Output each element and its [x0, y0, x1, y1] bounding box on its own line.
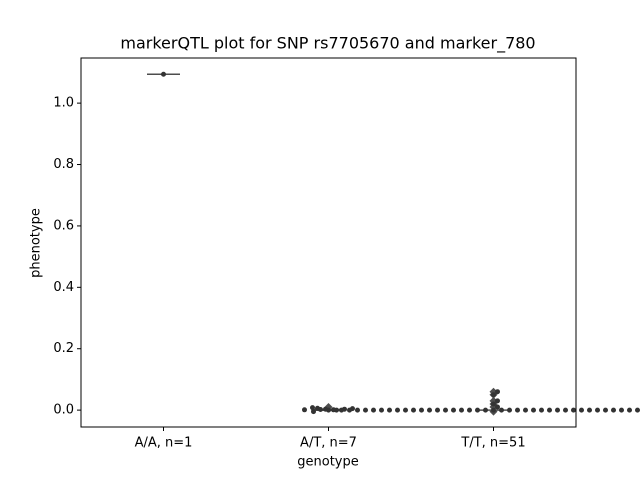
point [379, 407, 384, 413]
point [483, 407, 488, 413]
point [311, 409, 316, 415]
point [161, 71, 166, 77]
y-tick-label: 1.0 [53, 96, 74, 111]
point [339, 407, 344, 413]
point [523, 407, 528, 413]
point [331, 407, 336, 413]
y-tick-label: 0.6 [53, 218, 74, 233]
point [611, 407, 616, 413]
x-tick-label: A/T, n=7 [300, 436, 357, 451]
point [403, 407, 408, 413]
point [495, 389, 500, 395]
x-tick-label: T/T, n=51 [460, 436, 525, 451]
point [419, 407, 424, 413]
point [395, 407, 400, 413]
point [507, 407, 512, 413]
point [635, 407, 640, 413]
point [515, 407, 520, 413]
point [323, 406, 328, 412]
point [427, 407, 432, 413]
y-axis-label: phenotype [29, 208, 44, 278]
x-tick-label: A/A, n=1 [135, 436, 193, 451]
point [491, 392, 496, 398]
point [363, 407, 368, 413]
point [315, 405, 320, 411]
point [347, 407, 352, 413]
point [539, 407, 544, 413]
point [491, 401, 496, 407]
y-tick-label: 0.0 [53, 403, 74, 418]
y-tick-label: 0.2 [53, 341, 74, 356]
point [571, 407, 576, 413]
point [595, 407, 600, 413]
point [627, 407, 632, 413]
point [563, 407, 568, 413]
plot-frame [80, 57, 577, 428]
point [579, 407, 584, 413]
point [451, 407, 456, 413]
point [555, 407, 560, 413]
x-axis-label: genotype [297, 455, 358, 470]
point [531, 407, 536, 413]
point [495, 398, 500, 404]
point [355, 407, 360, 413]
point [547, 407, 552, 413]
point [371, 407, 376, 413]
point [587, 407, 592, 413]
point [495, 404, 500, 410]
point [603, 407, 608, 413]
point [302, 407, 307, 413]
point [411, 407, 416, 413]
point [435, 407, 440, 413]
point [491, 407, 496, 413]
point [310, 405, 315, 411]
y-tick-label: 0.8 [53, 157, 74, 172]
point [459, 407, 464, 413]
point [475, 407, 480, 413]
point [619, 407, 624, 413]
y-tick-label: 0.4 [53, 280, 74, 295]
point [499, 407, 504, 413]
point [467, 407, 472, 413]
chart-title: markerQTL plot for SNP rs7705670 and mar… [120, 34, 535, 54]
point [387, 407, 392, 413]
point [443, 407, 448, 413]
